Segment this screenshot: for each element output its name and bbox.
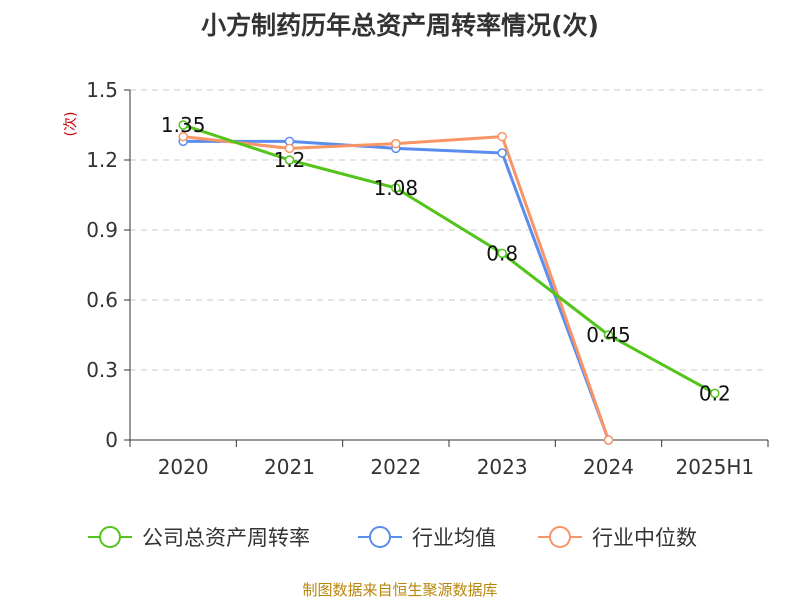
- series-2-point-2021[interactable]: [284, 143, 295, 154]
- x-tick-label-2024: 2024: [583, 455, 634, 479]
- series-2-point-2020[interactable]: [178, 131, 188, 142]
- y-tick-label-4: 1.2: [86, 148, 118, 172]
- legend[interactable]: 公司总资产周转率 行业均值 行业中位数: [88, 526, 697, 550]
- series-0-point-2022[interactable]: [391, 183, 401, 193]
- series-0-point-2024[interactable]: [603, 330, 614, 340]
- y-axis-label: (次): [63, 112, 79, 137]
- series-line-0: [182, 123, 716, 395]
- legend-label-2: 行业中位数: [592, 526, 697, 550]
- x-tick-label-2020: 2020: [158, 455, 209, 479]
- series-2-point-2024[interactable]: [603, 435, 614, 445]
- data-label-2022: 1.08: [374, 176, 419, 200]
- series-0-point-2025H1[interactable]: [710, 388, 720, 399]
- series-0-point-2020[interactable]: [178, 120, 188, 130]
- y-tick-label-0: 0: [105, 428, 118, 452]
- data-label-2024: 0.45: [586, 323, 631, 347]
- series-0-point-2021[interactable]: [284, 155, 295, 165]
- legend-label-1: 行业均值: [412, 526, 496, 550]
- legend-marker-1: [369, 526, 391, 548]
- series-2-point-2023[interactable]: [497, 131, 507, 142]
- legend-item-2[interactable]: 行业中位数: [538, 526, 697, 550]
- data-label-2021: 1.2: [274, 148, 306, 172]
- data-labels: 1.35 1.2 1.08 0.8 0.45 0.2: [161, 113, 731, 405]
- series-0-point-2023[interactable]: [497, 248, 507, 259]
- series-1-point-2023[interactable]: [497, 148, 507, 158]
- legend-label-0: 公司总资产周转率: [142, 526, 310, 550]
- source-note: 制图数据来自恒生聚源数据库: [302, 581, 497, 599]
- data-label-2020: 1.35: [161, 113, 206, 137]
- y-tick-label-5: 1.5: [86, 78, 118, 102]
- data-label-2023: 0.8: [486, 241, 518, 265]
- axes: 0 0.3 0.6 0.9 1.2 1.5 2020 2021 2022 2023 2024 2025…: [86, 78, 769, 479]
- x-tick-label-2022: 2022: [370, 455, 421, 479]
- legend-marker-0: [99, 526, 121, 548]
- data-label-2025H1: 0.2: [699, 381, 731, 405]
- y-tick-label-1: 0.3: [86, 358, 118, 382]
- y-tick-label-2: 0.6: [86, 288, 118, 312]
- y-tick-label-3: 0.9: [86, 218, 118, 242]
- chart-title: 小方制药历年总资产周转率情况(次): [201, 11, 599, 40]
- series: [178, 120, 720, 445]
- x-tick-label-2025H1: 2025H1: [675, 455, 754, 479]
- gridlines: [130, 89, 768, 371]
- legend-marker-2: [549, 526, 571, 548]
- legend-item-0[interactable]: 公司总资产周转率: [88, 526, 310, 550]
- series-2-point-2022[interactable]: [391, 138, 401, 149]
- legend-item-1[interactable]: 行业均值: [358, 526, 496, 550]
- x-tick-label-2021: 2021: [264, 455, 315, 479]
- x-tick-label-2023: 2023: [477, 455, 528, 479]
